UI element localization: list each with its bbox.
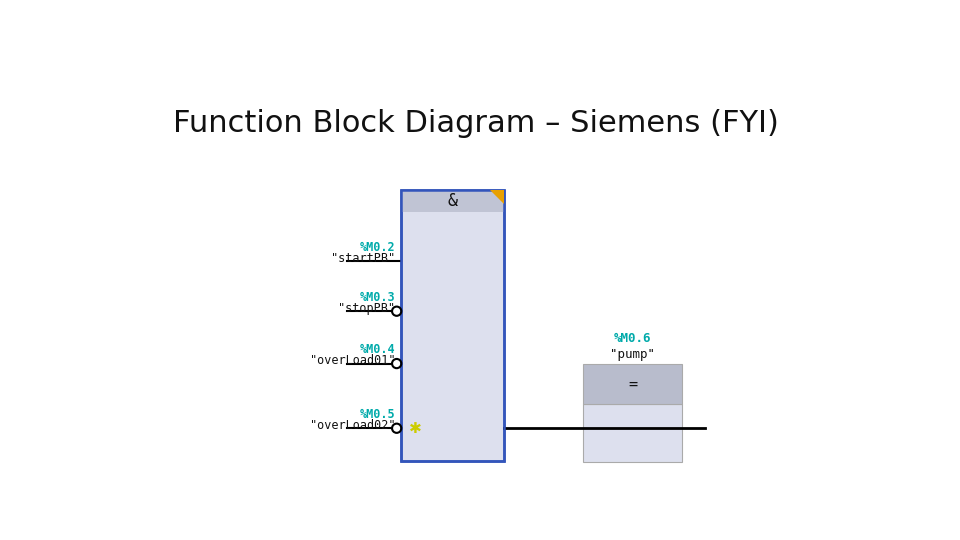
Bar (584, 404, 682, 462)
Text: "overLoad01": "overLoad01" (310, 354, 396, 367)
Text: Function Block Diagram – Siemens (FYI): Function Block Diagram – Siemens (FYI) (173, 110, 779, 138)
Text: &: & (447, 192, 458, 210)
Text: "pump": "pump" (611, 348, 655, 361)
Text: %M0.6: %M0.6 (613, 332, 652, 345)
Text: "startPB": "startPB" (331, 252, 396, 265)
Text: "overLoad02": "overLoad02" (310, 418, 396, 431)
Text: %M0.5: %M0.5 (359, 408, 396, 421)
Polygon shape (490, 190, 504, 204)
Text: ✱: ✱ (409, 421, 421, 436)
Bar (584, 363, 682, 404)
Bar (401, 190, 504, 461)
Text: "stopPB": "stopPB" (338, 302, 396, 315)
Text: =: = (628, 376, 637, 392)
Bar (401, 190, 504, 461)
Text: %M0.3: %M0.3 (359, 291, 396, 304)
Bar (401, 190, 504, 212)
Text: %M0.4: %M0.4 (359, 343, 396, 356)
Text: %M0.2: %M0.2 (359, 241, 396, 254)
